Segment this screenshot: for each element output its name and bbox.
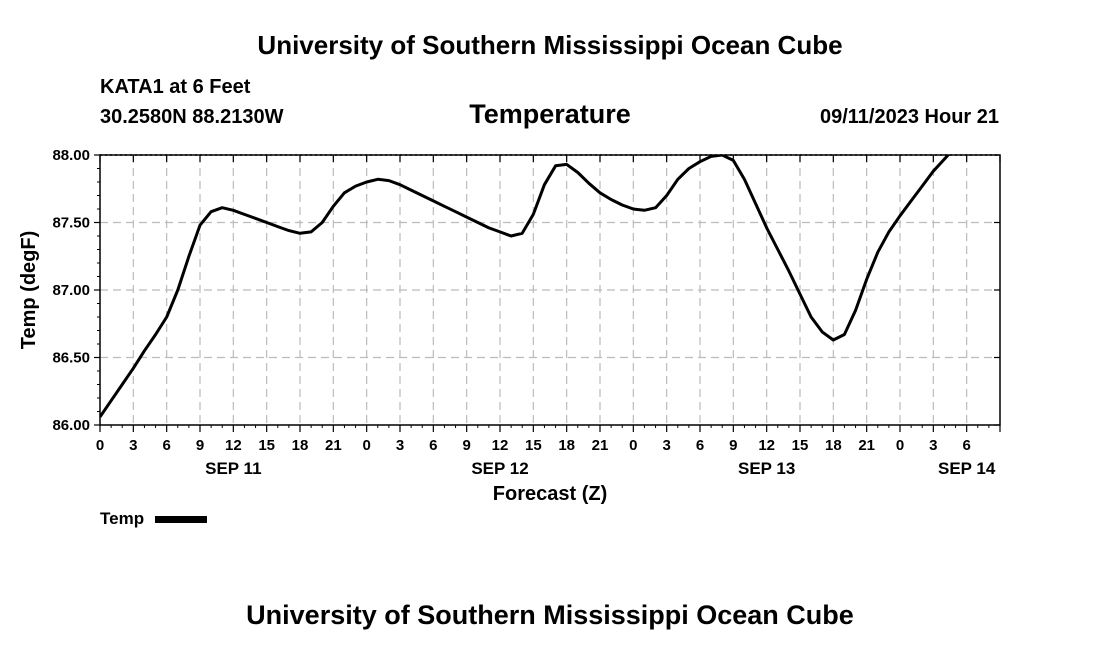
legend-label: Temp	[100, 509, 145, 528]
parameter-title: Temperature	[469, 99, 631, 129]
y-axis-label: Temp (degF)	[18, 231, 40, 350]
x-tick-label: 12	[492, 437, 509, 454]
y-tick-label: 87.50	[52, 215, 90, 232]
day-label: SEP 14	[938, 459, 996, 478]
x-tick-label: 0	[629, 437, 637, 454]
legend-line-swatch	[154, 516, 207, 524]
x-tick-label: 15	[792, 437, 809, 454]
legend: Temp	[100, 509, 207, 529]
x-tick-label: 21	[858, 437, 875, 454]
y-tick-label: 87.00	[52, 282, 90, 299]
x-tick-label: 12	[225, 437, 242, 454]
x-tick-label: 18	[825, 437, 842, 454]
station-coordinates: 30.2580N 88.2130W	[100, 106, 284, 128]
x-tick-label: 18	[558, 437, 575, 454]
footer-title: University of Southern Mississippi Ocean…	[246, 600, 854, 630]
line-layer	[100, 155, 951, 418]
x-tick-label: 6	[696, 437, 704, 454]
day-label: SEP 12	[471, 459, 528, 478]
x-tick-label: 0	[96, 437, 104, 454]
x-tick-label: 6	[429, 437, 437, 454]
grid-layer	[100, 154, 1000, 425]
x-tick-label: 9	[196, 437, 204, 454]
x-tick-label: 12	[758, 437, 775, 454]
day-label: SEP 13	[738, 459, 795, 478]
forecast-datetime: 09/11/2023 Hour 21	[819, 106, 999, 128]
x-tick-label: 0	[896, 437, 904, 454]
x-tick-label: 6	[962, 437, 970, 454]
x-tick-label: 3	[929, 437, 937, 454]
x-tick-label: 15	[258, 437, 275, 454]
series-line-temp	[100, 155, 951, 418]
y-tick-label: 86.50	[52, 350, 90, 367]
x-tick-label: 3	[129, 437, 137, 454]
station-label: KATA1 at 6 Feet	[100, 76, 251, 98]
x-tick-label: 3	[662, 437, 670, 454]
y-tick-label: 88.00	[52, 147, 90, 164]
x-tick-label: 0	[362, 437, 370, 454]
x-tick-label: 6	[162, 437, 170, 454]
x-tick-label: 18	[292, 437, 309, 454]
x-axis-label: Forecast (Z)	[493, 483, 607, 505]
x-tick-label: 21	[592, 437, 609, 454]
x-tick-label: 21	[325, 437, 342, 454]
x-tick-label: 9	[462, 437, 470, 454]
x-tick-label: 15	[525, 437, 542, 454]
x-tick-label: 9	[729, 437, 737, 454]
chart-title: University of Southern Mississippi Ocean…	[257, 30, 843, 60]
day-label: SEP 11	[205, 459, 261, 478]
y-tick-label: 86.00	[52, 417, 90, 434]
x-tick-label: 3	[396, 437, 404, 454]
axis-layer: 0 3 6 9 12 15 18 21 0 3 6 9 12 15 18 21 0 3 6 9 12 15 18 21 0 3 6 8…	[52, 147, 1001, 478]
